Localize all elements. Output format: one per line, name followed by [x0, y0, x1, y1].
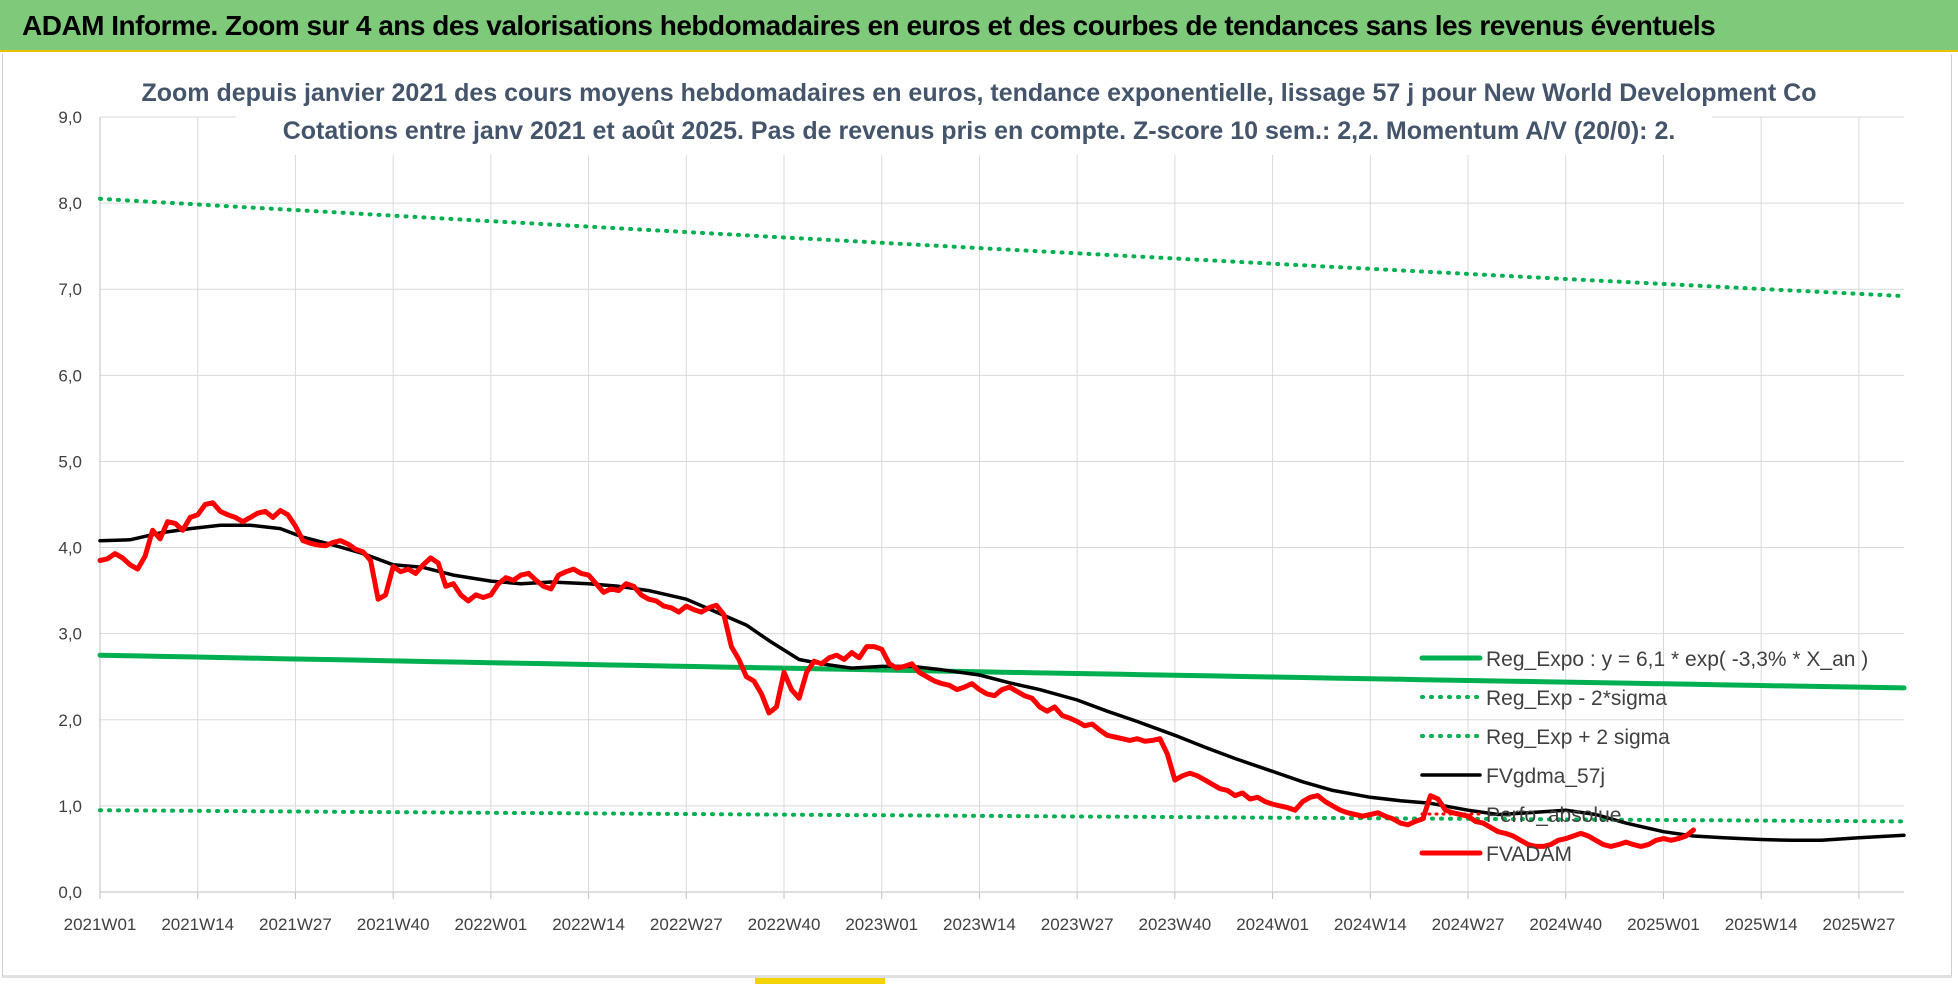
x-tick-label: 2023W01	[845, 915, 918, 934]
x-tick-label: 2025W01	[1627, 915, 1700, 934]
y-tick-label: 2,0	[58, 711, 82, 730]
series-line-1	[98, 808, 1906, 824]
y-tick-label: 9,0	[58, 108, 82, 127]
x-tick-label: 2022W01	[454, 915, 527, 934]
legend-entry-label: Reg_Expo : y = 6,1 * exp( -3,3% * X_an )	[1486, 648, 1868, 671]
chart-frame	[2, 54, 1952, 978]
header-banner: ADAM Informe. Zoom sur 4 ans des valoris…	[0, 0, 1958, 52]
y-tick-label: 6,0	[58, 366, 82, 385]
legend-entry-label: FVgdma_57j	[1486, 765, 1605, 788]
legend-entry-label: Perfo_absolue	[1486, 804, 1621, 827]
x-tick-label: 2025W27	[1823, 915, 1896, 934]
y-tick-label: 0,0	[58, 883, 82, 902]
y-tick-label: 1,0	[58, 797, 82, 816]
x-tick-label: 2023W27	[1041, 915, 1114, 934]
x-tick-label: 2021W14	[161, 915, 234, 934]
x-tick-label: 2021W40	[357, 915, 430, 934]
y-tick-label: 7,0	[58, 280, 82, 299]
x-tick-label: 2023W14	[943, 915, 1016, 934]
x-tick-label: 2024W01	[1236, 915, 1309, 934]
banner-title: ADAM Informe. Zoom sur 4 ans des valoris…	[22, 10, 1716, 41]
chart-title-backdrop	[236, 73, 1712, 155]
x-tick-label: 2021W01	[64, 915, 137, 934]
series-line-3	[98, 523, 1906, 843]
x-tick-label: 2023W40	[1138, 915, 1211, 934]
chart-title-line: Cotations entre janv 2021 et août 2025. …	[283, 117, 1676, 145]
x-tick-label: 2024W40	[1529, 915, 1602, 934]
x-tick-label: 2022W14	[552, 915, 625, 934]
sheet-tab-indicator	[755, 978, 885, 984]
x-tick-label: 2022W27	[650, 915, 723, 934]
y-tick-label: 8,0	[58, 194, 82, 213]
series-line-5	[97, 500, 1696, 849]
x-tick-label: 2025W14	[1725, 915, 1798, 934]
x-tick-label: 2021W27	[259, 915, 332, 934]
x-tick-label: 2022W40	[748, 915, 821, 934]
series-line-0	[97, 652, 1907, 691]
y-tick-label: 3,0	[58, 625, 82, 644]
legend-entry-label: FVADAM	[1486, 843, 1572, 866]
legend-entry-label: Reg_Exp + 2 sigma	[1486, 726, 1670, 749]
y-tick-label: 5,0	[58, 452, 82, 471]
series-line-2	[98, 196, 1906, 299]
x-tick-label: 2024W14	[1334, 915, 1407, 934]
chart-title-line: Zoom depuis janvier 2021 des cours moyen…	[141, 79, 1816, 107]
legend-entry-label: Reg_Exp - 2*sigma	[1486, 687, 1667, 710]
x-tick-label: 2024W27	[1432, 915, 1505, 934]
y-tick-label: 4,0	[58, 539, 82, 558]
